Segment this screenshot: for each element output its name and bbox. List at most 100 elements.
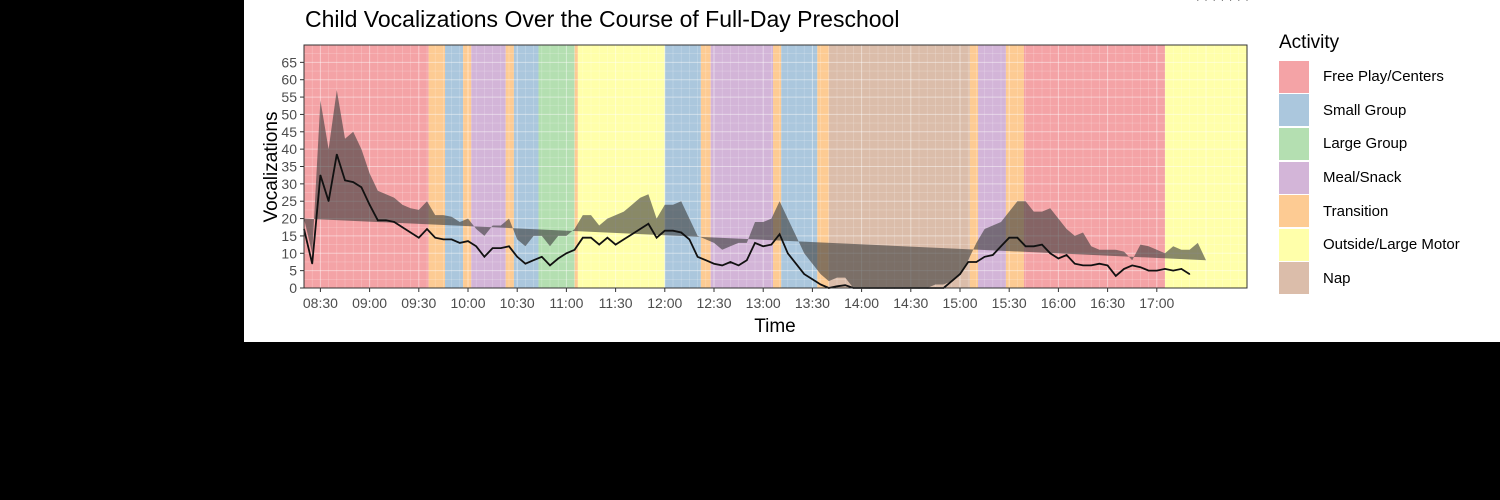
data-point [844,284,846,286]
data-point [533,259,535,261]
x-tick-label: 09:00 [352,295,387,311]
data-point [410,231,412,234]
data-point [803,273,805,275]
data-point [1057,257,1059,260]
data-point [1008,237,1010,239]
legend-item: Free Play/Centers [1279,60,1460,94]
data-point [951,280,953,282]
data-point [787,252,789,254]
activity-band-5 [505,45,514,288]
data-point [615,244,617,246]
data-point [1213,0,1215,1]
activity-band-6 [513,45,539,288]
data-point [746,259,748,261]
data-point [639,228,641,230]
data-point [754,242,756,244]
data-point [1098,263,1100,265]
legend-swatch [1279,161,1309,194]
data-point [1066,254,1068,256]
activity-band-15 [817,45,829,288]
data-point [1016,237,1019,239]
y-tick-label: 40 [281,141,297,157]
legend-label: Meal/Snack [1323,169,1402,187]
x-tick-label: 13:00 [746,295,781,311]
x-tick-label: 14:30 [893,295,928,311]
data-point [688,238,690,240]
data-point [426,228,428,230]
data-point [738,264,740,267]
data-point [1246,0,1248,1]
data-point [1238,0,1240,1]
data-point [541,256,543,258]
x-tick-label: 13:30 [795,295,830,311]
y-tick-label: 30 [281,176,297,192]
data-point [508,245,510,247]
legend-label: Small Group [1323,101,1407,119]
data-point [1107,264,1109,267]
x-tick-label: 16:30 [1090,295,1125,311]
data-point [811,278,814,280]
data-point [836,285,838,287]
x-tick-label: 11:30 [599,295,633,311]
data-point [1131,264,1133,267]
data-point [770,244,773,246]
data-point [467,240,469,242]
data-point [418,237,420,239]
data-point [967,261,969,263]
data-point [344,179,346,181]
x-tick-label: 15:00 [942,295,977,311]
y-tick-label: 15 [281,228,297,244]
data-point [1156,270,1158,272]
data-point [598,244,600,246]
x-tick-label: 10:00 [450,295,485,311]
data-point [1230,0,1232,1]
data-point [483,256,485,258]
data-point [459,242,461,244]
data-point [574,249,576,251]
data-point [1189,273,1191,275]
data-point [377,219,379,221]
y-tick-label: 10 [281,245,297,261]
data-point [713,263,715,265]
data-point [705,259,707,261]
chart-panel: Child Vocalizations Over the Course of F… [244,0,1500,342]
data-point [959,273,961,275]
data-point [1000,245,1002,247]
confidence-ribbon [304,90,1206,288]
y-tick-label: 0 [289,280,297,296]
data-point [1205,0,1207,1]
y-tick-label: 45 [281,124,297,140]
data-point [442,238,444,240]
data-point [623,238,625,240]
data-point [492,247,494,249]
data-point [565,252,567,254]
data-point [779,233,781,235]
legend-label: Outside/Large Motor [1323,236,1460,254]
y-tick-label: 35 [281,159,297,175]
activity-band-2 [445,45,464,288]
activity-band-10 [664,45,701,288]
legend-swatch [1279,94,1309,127]
y-tick-label: 5 [289,263,297,279]
data-point [369,204,371,206]
legend-label: Transition [1323,202,1389,220]
x-tick-label: 17:00 [1139,295,1174,311]
data-point [992,254,994,256]
legend-swatch [1279,127,1309,160]
data-point [582,237,584,239]
x-tick-label: 11:00 [549,295,583,311]
legend-swatch [1279,195,1309,228]
x-tick-label: 15:30 [992,295,1027,311]
data-point [1041,244,1043,246]
data-point [328,200,330,202]
legend-label: Large Group [1323,135,1408,153]
data-point [656,237,658,239]
activity-band-13 [773,45,782,288]
data-point [1049,252,1051,254]
y-axis-label: Vocalizations [261,111,282,223]
data-point [401,226,403,228]
data-point [1090,264,1092,267]
activity-band-21 [1165,45,1247,288]
data-point [680,231,682,234]
